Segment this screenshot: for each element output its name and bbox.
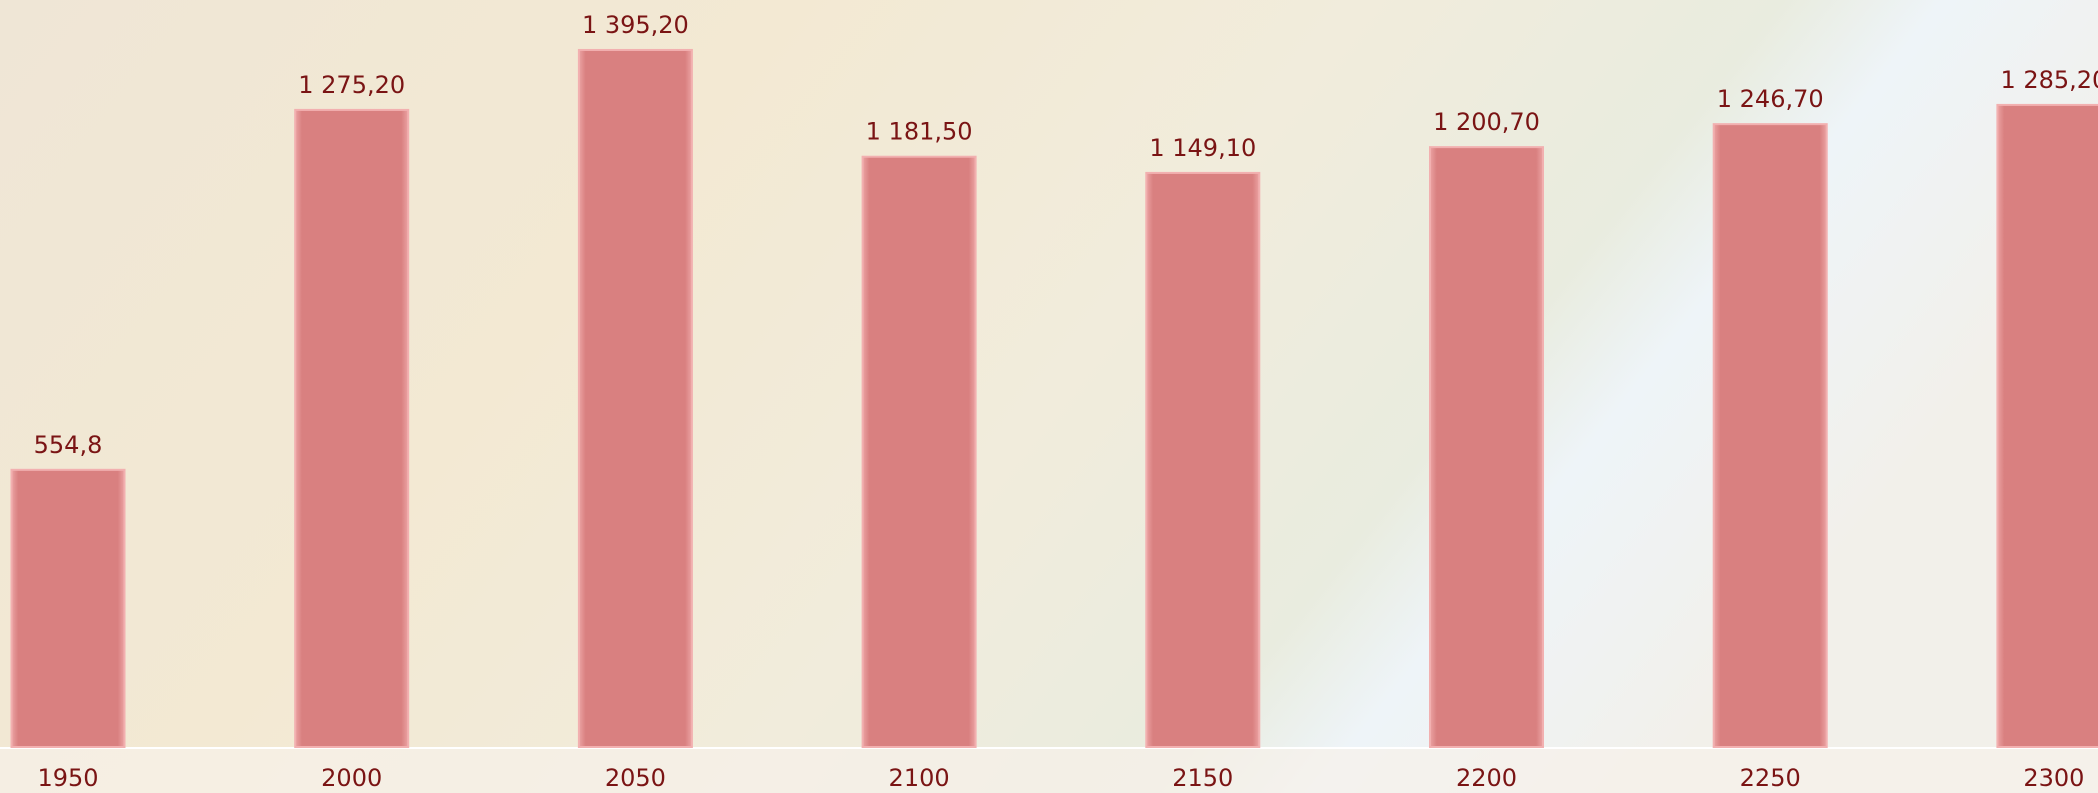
- value-label: 1 275,20: [298, 71, 405, 99]
- bar: [294, 108, 410, 748]
- x-tick-label: 2200: [1456, 764, 1517, 792]
- x-tick-label: 2050: [605, 764, 666, 792]
- bar: [1996, 103, 2098, 749]
- bar: [577, 48, 693, 749]
- value-label: 1 149,10: [1149, 134, 1256, 162]
- value-label: 1 200,70: [1433, 108, 1540, 136]
- value-label: 1 246,70: [1717, 85, 1824, 113]
- x-tick-label: 2300: [2023, 764, 2084, 792]
- value-label: 1 395,20: [582, 11, 689, 39]
- x-tick-label: 2150: [1172, 764, 1233, 792]
- x-tick-label: 1950: [37, 764, 98, 792]
- x-tick-label: 2000: [321, 764, 382, 792]
- bar: [1712, 123, 1828, 748]
- x-tick-label: 2100: [889, 764, 950, 792]
- x-tick-label: 2250: [1740, 764, 1801, 792]
- bar: [1429, 146, 1544, 748]
- bar: [10, 468, 126, 748]
- bar: [1145, 171, 1261, 748]
- value-label: 1 285,20: [2000, 66, 2098, 94]
- axis-strip: [0, 749, 2098, 793]
- value-label: 1 181,50: [866, 118, 973, 146]
- value-label: 554,8: [34, 431, 103, 459]
- bar: [861, 155, 977, 748]
